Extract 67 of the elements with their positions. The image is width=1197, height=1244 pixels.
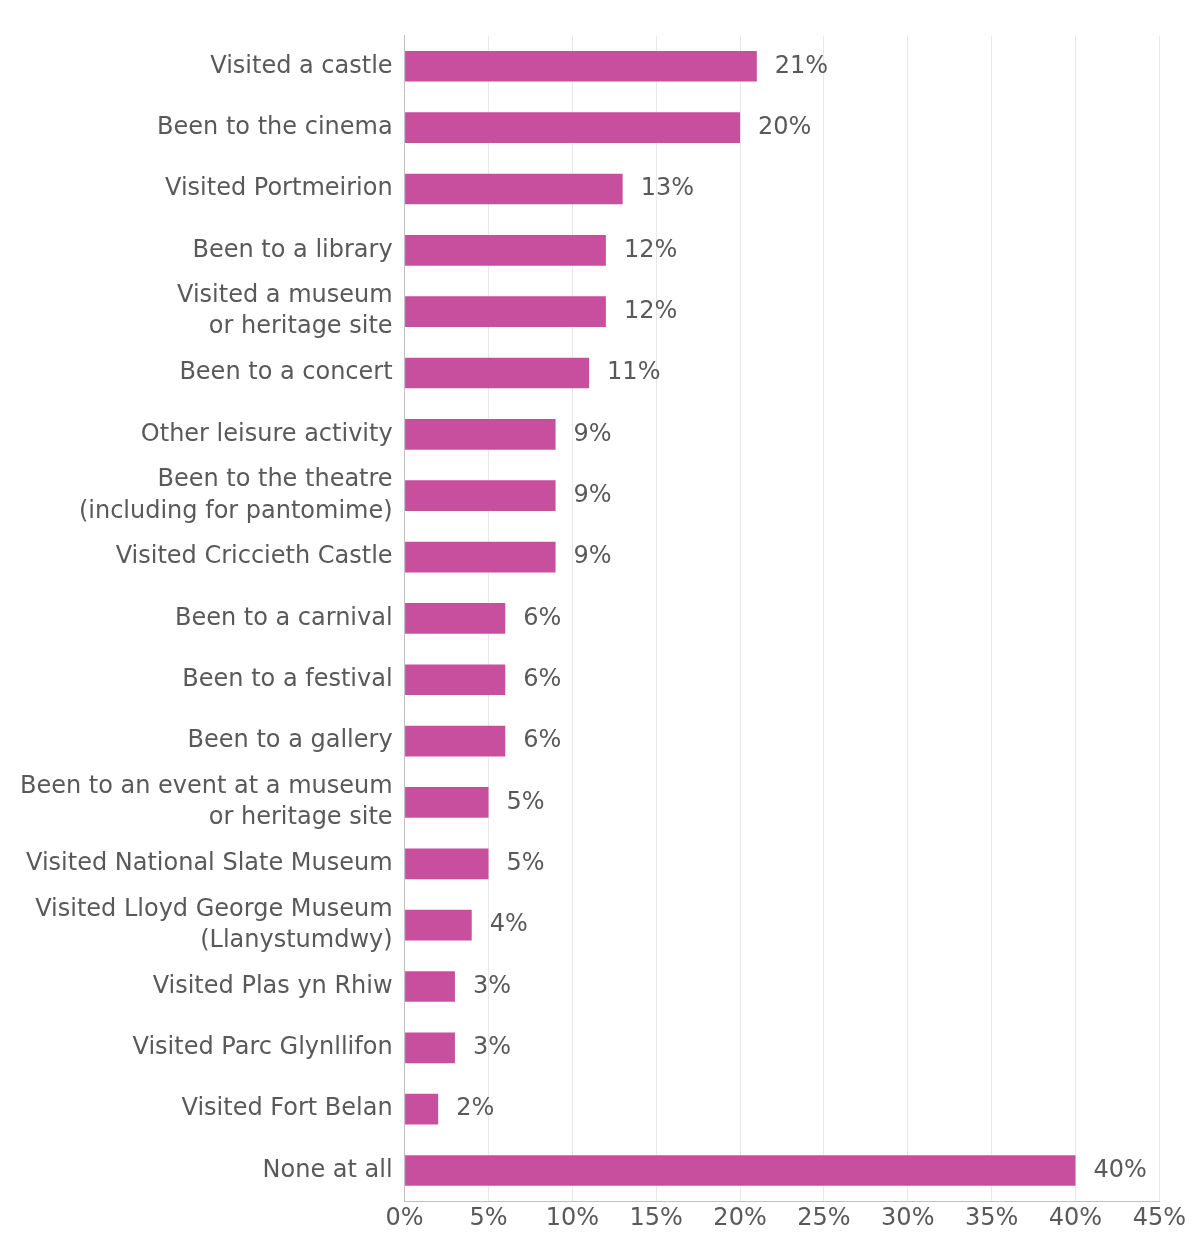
y-tick-label: Visited a castle [210, 50, 393, 79]
bar [405, 1032, 455, 1064]
x-tick-label: 20% [713, 1202, 767, 1231]
y-tick-label: Visited Portmeirion [165, 173, 393, 202]
bar [405, 787, 489, 818]
y-tick-label: Been to the theatre (including for pantomime) [78, 464, 393, 524]
x-tick-label: 35% [964, 1202, 1019, 1231]
x-tick-label: 30% [881, 1202, 935, 1231]
data-label: 9% [573, 418, 612, 447]
bar [405, 357, 590, 389]
y-tick-label: Visited Lloyd George Museum (Llanystumdwy) [35, 893, 393, 953]
y-tick-label: Other leisure activity [140, 418, 393, 447]
x-tick-label: 40% [1048, 1202, 1103, 1231]
data-label: 5% [506, 848, 545, 877]
y-tick-label: Visited Criccieth Castle [115, 541, 393, 570]
bar [405, 909, 472, 941]
bar [405, 541, 556, 573]
x-tick-label: 25% [797, 1202, 851, 1231]
data-label: 3% [472, 1032, 512, 1061]
data-label: 11% [607, 357, 661, 386]
data-label: 5% [506, 786, 545, 815]
bar [405, 603, 506, 634]
data-label: 3% [472, 970, 512, 999]
x-tick-label: 0% [385, 1202, 424, 1231]
y-tick-label: Been to a library [192, 234, 393, 263]
bar [405, 419, 556, 450]
y-tick-label: Visited Plas yn Rhiw [152, 970, 393, 999]
bar [405, 173, 623, 205]
y-tick-label: Been to a gallery [187, 725, 393, 754]
y-tick-label: Been to a festival [182, 663, 393, 692]
data-label: 9% [573, 541, 612, 570]
y-tick-label: Visited a museum or heritage site [177, 280, 393, 340]
bar [405, 664, 506, 696]
bar [405, 50, 757, 82]
bar [405, 971, 455, 1002]
bar [405, 1093, 439, 1125]
y-tick-label: None at all [262, 1154, 393, 1183]
y-tick-label: Visited National Slate Museum [26, 848, 393, 877]
data-label: 20% [758, 111, 812, 140]
data-label: 9% [573, 479, 612, 508]
bar [405, 848, 489, 880]
data-label: 12% [623, 295, 678, 324]
y-tick-label: Visited Fort Belan [181, 1093, 393, 1122]
bar [405, 1155, 1076, 1186]
data-label: 6% [523, 602, 562, 631]
y-tick-label: Visited Parc Glynllifon [132, 1032, 393, 1061]
data-label: 6% [523, 663, 562, 692]
data-label: 13% [640, 173, 694, 202]
bar [405, 112, 741, 143]
data-label: 6% [523, 725, 562, 754]
data-label: 40% [1093, 1154, 1147, 1183]
bar [405, 234, 606, 266]
bar [405, 725, 506, 757]
data-label: 12% [623, 234, 678, 263]
y-tick-label: Been to an event at a museum or heritage site [20, 771, 393, 831]
y-tick-label: Been to the cinema [157, 111, 393, 140]
x-tick-label: 5% [469, 1202, 508, 1231]
data-label: 2% [456, 1093, 495, 1122]
data-label: 4% [489, 909, 528, 938]
y-tick-label: Been to a concert [179, 357, 393, 386]
x-tick-label: 45% [1132, 1202, 1186, 1231]
data-label: 21% [774, 50, 829, 79]
bar [405, 296, 606, 327]
y-tick-label: Been to a carnival [174, 602, 393, 631]
bar [405, 480, 556, 512]
x-tick-label: 15% [629, 1202, 683, 1231]
x-tick-label: 10% [545, 1202, 600, 1231]
